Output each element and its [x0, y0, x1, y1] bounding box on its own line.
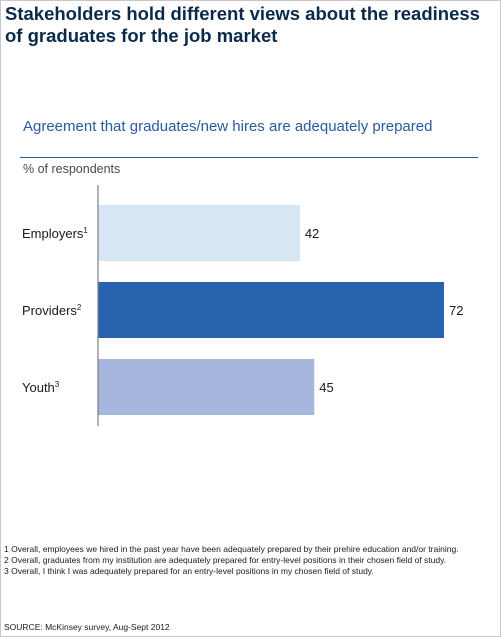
footnote-2: 2 Overall, graduates from my institution…	[4, 555, 447, 565]
value-label-youth: 45	[319, 380, 333, 395]
footnote-1: 1 Overall, employees we hired in the pas…	[4, 544, 459, 554]
bar-providers	[98, 282, 444, 338]
source-note: SOURCE: McKinsey survey, Aug-Sept 2012	[4, 622, 170, 632]
chart-title: Agreement that graduates/new hires are a…	[23, 118, 433, 135]
unit-label: % of respondents	[23, 162, 121, 176]
category-label-employers: Employers1	[22, 226, 88, 241]
footnote-3: 3 Overall, I think I was adequately prep…	[4, 566, 374, 576]
bar-chart: Employers1 42 Providers2 72 Youth3 45	[22, 185, 463, 426]
bar-youth	[98, 359, 315, 415]
value-label-employers: 42	[305, 226, 319, 241]
category-label-providers: Providers2	[22, 303, 82, 318]
footnotes: 1 Overall, employees we hired in the pas…	[4, 544, 494, 577]
title-divider	[20, 157, 478, 158]
category-label-youth: Youth3	[22, 380, 60, 395]
bar-employers	[98, 205, 300, 261]
value-label-providers: 72	[449, 303, 463, 318]
page-title: Stakeholders hold different views about …	[5, 3, 480, 46]
